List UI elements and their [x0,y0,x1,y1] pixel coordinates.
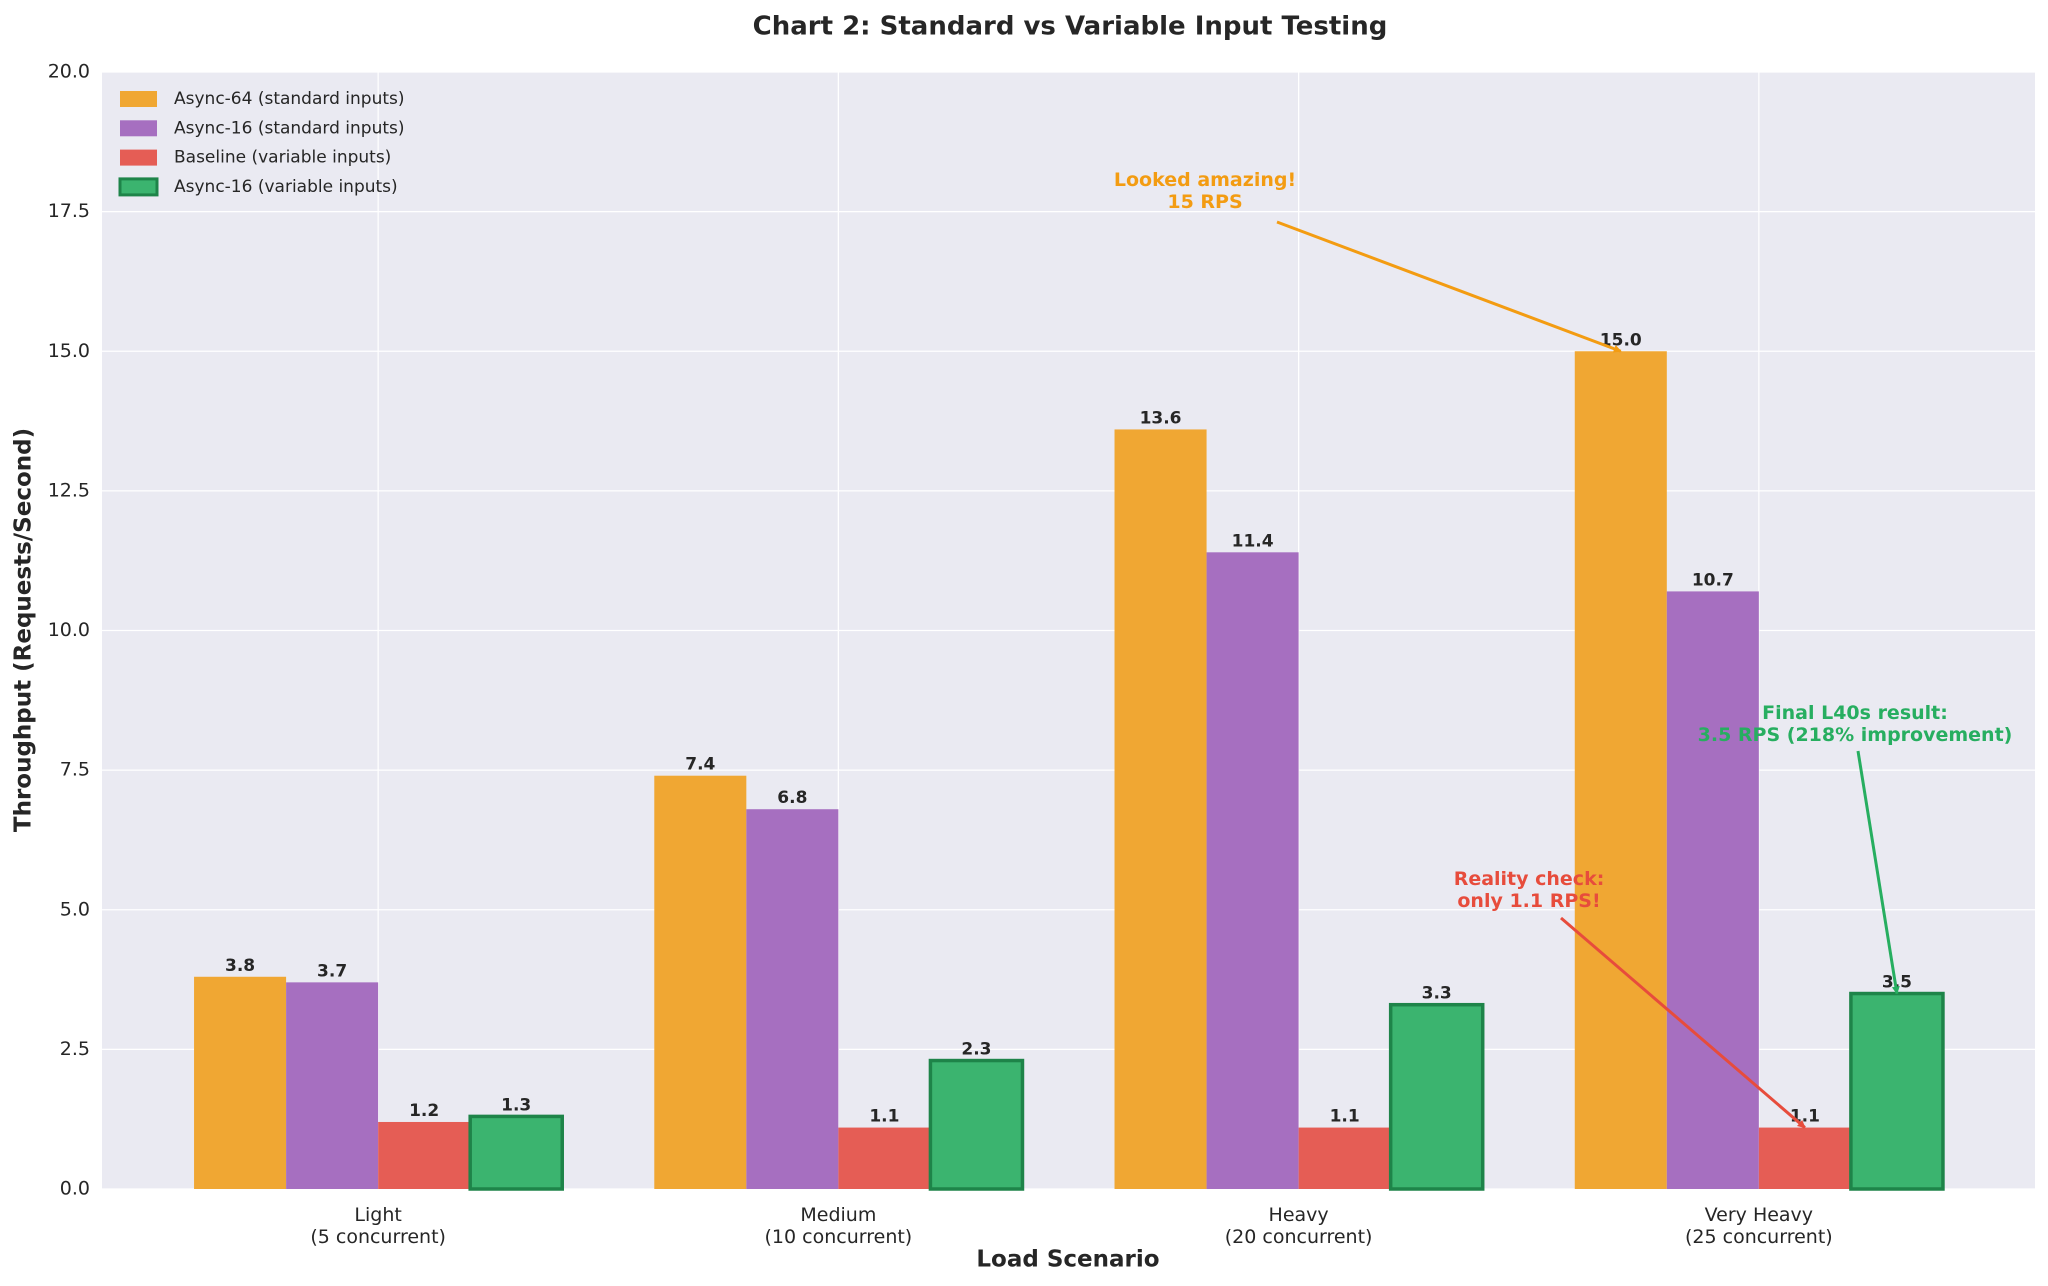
y-tick-label: 2.5 [60,1038,90,1060]
value-label: 6.8 [777,788,807,808]
value-label: 13.6 [1140,408,1182,428]
value-label: 7.4 [685,755,715,775]
value-label: 1.2 [409,1101,439,1121]
legend-label: Async-64 (standard inputs) [174,89,405,109]
annotation-arrow [1276,220,1622,353]
legend-label: Baseline (variable inputs) [174,148,391,168]
annotation: Reality check: only 1.1 RPS! [1453,868,1605,912]
annotation-arrow [1560,916,1806,1129]
legend: Async-64 (standard inputs) Async-16 (stan… [118,89,405,197]
chart-title: Chart 2: Standard vs Variable Input Test… [753,12,1388,42]
legend-label: Async-16 (standard inputs) [174,118,405,138]
value-label: 3.3 [1422,984,1452,1004]
value-label: 3.8 [225,956,255,976]
value-label: 3.7 [317,961,347,981]
bar [928,1058,1025,1191]
value-label: 11.4 [1232,531,1274,551]
y-axis-label: Throughput (Requests/Second) [11,428,37,832]
annotation-arrow [1856,750,1900,995]
bar [286,982,379,1189]
legend-swatch [120,120,157,137]
bar [1298,1127,1391,1189]
bar [1574,351,1667,1189]
value-label: 10.7 [1692,570,1734,590]
y-tick-label: 17.5 [48,200,90,222]
value-label: 1.1 [869,1107,899,1127]
bar [1849,991,1945,1191]
bar [1114,429,1207,1189]
bar [1758,1127,1851,1189]
bar [1206,552,1299,1189]
bar [378,1121,471,1189]
y-tick-label: 10.0 [48,619,90,641]
bar [194,976,287,1189]
bar [1388,1002,1485,1191]
value-label: 3.5 [1882,973,1912,993]
legend-label: Async-16 (variable inputs) [174,177,398,197]
y-tick-label: 15.0 [48,340,90,362]
bar [654,775,747,1189]
legend-swatch [120,149,157,166]
y-tick-label: 0.0 [60,1178,90,1200]
y-tick-label: 7.5 [60,759,90,781]
bar [838,1127,931,1189]
x-tick-label: Very Heavy (25 concurrent) [1684,1204,1833,1248]
y-tick-label: 5.0 [60,898,90,920]
annotation: Looked amazing! 15 RPS [1113,169,1297,213]
annotation: Final L40s result: 3.5 RPS (218% improve… [1697,702,2013,746]
x-tick-label: Light (5 concurrent) [310,1204,446,1248]
x-tick-label: Medium (10 concurrent) [764,1204,913,1248]
value-label: 15.0 [1600,330,1642,350]
legend-swatch [120,91,157,107]
bar [468,1114,564,1191]
bar [746,809,839,1189]
x-axis-label: Load Scenario [976,1247,1159,1273]
y-tick-label: 12.5 [48,479,90,501]
value-label: 2.3 [961,1040,991,1060]
legend-swatch [118,177,159,197]
y-tick-label: 20.0 [48,61,90,83]
bar [1666,591,1759,1189]
x-tick-label: Heavy (20 concurrent) [1224,1204,1373,1248]
value-label: 1.3 [501,1095,531,1115]
value-label: 1.1 [1330,1107,1360,1127]
